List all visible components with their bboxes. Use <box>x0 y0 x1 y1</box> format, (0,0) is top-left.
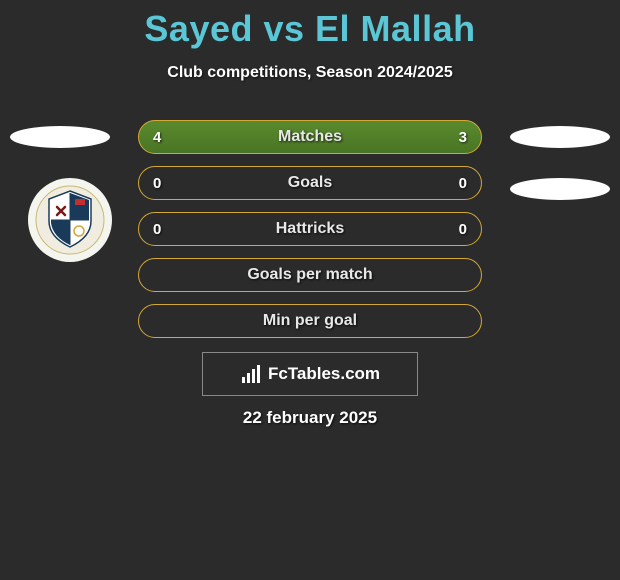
stat-row-min-per-goal: Min per goal <box>138 304 482 338</box>
stat-row-goals-per-match: Goals per match <box>138 258 482 292</box>
stat-row-goals: 0 Goals 0 <box>138 166 482 200</box>
page-title: Sayed vs El Mallah <box>0 0 620 50</box>
stat-label: Hattricks <box>276 220 344 238</box>
player-right-placeholder-2 <box>510 178 610 200</box>
stat-right-value: 0 <box>459 175 467 192</box>
stat-right-value: 3 <box>459 129 467 146</box>
stat-left-value: 4 <box>153 129 161 146</box>
stat-label: Min per goal <box>263 312 357 330</box>
shield-icon <box>35 185 105 255</box>
stat-row-matches: 4 Matches 3 <box>138 120 482 154</box>
stat-label: Goals <box>288 174 332 192</box>
stats-container: 4 Matches 3 0 Goals 0 0 Hattricks 0 Goal… <box>138 120 482 350</box>
chart-icon <box>240 363 262 385</box>
stat-left-value: 0 <box>153 175 161 192</box>
stat-right-value: 0 <box>459 221 467 238</box>
stat-left-value: 0 <box>153 221 161 238</box>
stat-label: Matches <box>278 128 342 146</box>
subtitle: Club competitions, Season 2024/2025 <box>0 64 620 82</box>
date-label: 22 february 2025 <box>0 408 620 428</box>
watermark: FcTables.com <box>202 352 418 396</box>
stat-label: Goals per match <box>247 266 372 284</box>
club-logo <box>28 178 112 262</box>
stat-row-hattricks: 0 Hattricks 0 <box>138 212 482 246</box>
player-left-placeholder-1 <box>10 126 110 148</box>
player-right-placeholder-1 <box>510 126 610 148</box>
watermark-text: FcTables.com <box>268 364 380 384</box>
